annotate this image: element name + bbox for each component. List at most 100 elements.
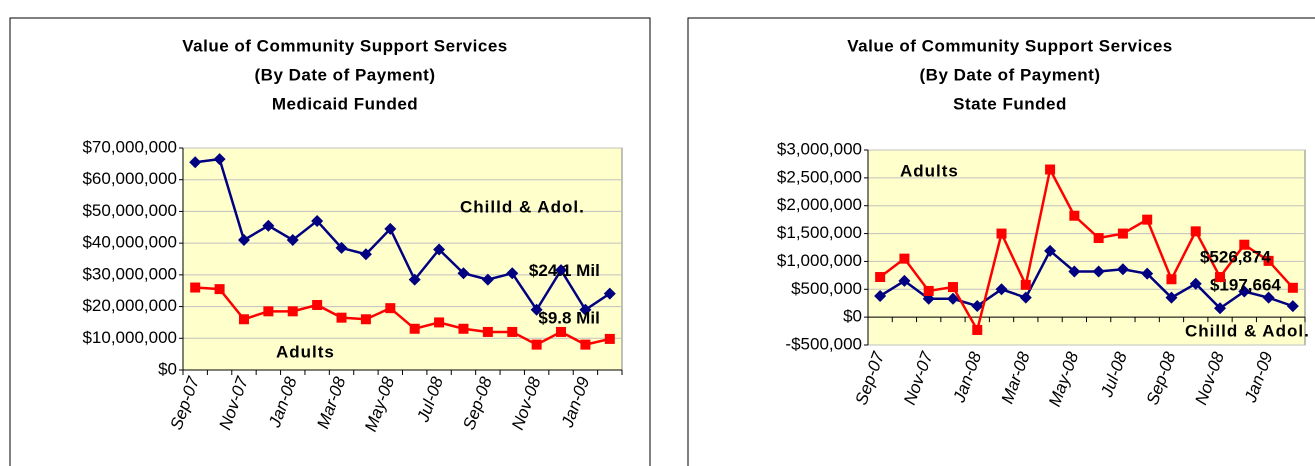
y-tick-label: $2,000,000 (777, 195, 862, 214)
marker (996, 228, 1007, 239)
marker (995, 283, 1008, 296)
marker (555, 264, 568, 277)
marker (385, 303, 396, 314)
y-tick-label: $70,000,000 (82, 137, 177, 156)
marker (1019, 291, 1032, 304)
marker (409, 323, 420, 334)
marker (1045, 164, 1056, 175)
marker (457, 267, 470, 280)
value-label: $197,664 (1210, 276, 1281, 295)
y-tick-label: $50,000,000 (82, 201, 177, 220)
marker (1044, 244, 1057, 257)
marker (530, 303, 543, 316)
marker (433, 243, 446, 256)
y-tick-label: -$500,000 (785, 334, 862, 353)
marker (899, 253, 910, 264)
marker (971, 300, 984, 312)
marker (359, 248, 372, 261)
marker (311, 214, 324, 227)
series-line (195, 157, 611, 313)
marker (972, 324, 983, 335)
chart-title: Value of Community Support Services (847, 36, 1172, 55)
marker (1190, 226, 1201, 237)
marker (190, 282, 201, 293)
marker (1214, 302, 1227, 315)
chart-title: (By Date of Payment) (920, 65, 1101, 84)
marker (898, 274, 911, 287)
marker (507, 326, 518, 337)
plot-area (867, 149, 1306, 346)
marker (947, 282, 958, 293)
marker (604, 333, 615, 344)
y-tick-label: $20,000,000 (82, 296, 177, 315)
marker (189, 156, 202, 169)
y-tick-label: $30,000,000 (82, 264, 177, 283)
y-tick-label: $40,000,000 (82, 233, 177, 252)
marker (262, 219, 275, 232)
marker (579, 303, 592, 316)
marker (214, 284, 225, 295)
marker (263, 306, 274, 317)
value-label: $24.1 Mil (529, 261, 600, 280)
marker (603, 287, 616, 300)
marker (556, 326, 567, 337)
chart-title: Medicaid Funded (272, 94, 418, 113)
y-tick-label: $0 (843, 307, 862, 326)
marker (531, 339, 542, 350)
marker (1092, 265, 1105, 278)
marker (1020, 279, 1031, 290)
marker (1238, 285, 1251, 298)
series-label: Chilld & Adol. (1185, 321, 1310, 340)
y-tick-label: $500,000 (791, 279, 862, 298)
marker (336, 312, 347, 323)
marker (434, 317, 445, 328)
marker (1263, 255, 1274, 266)
marker (946, 292, 959, 305)
marker (923, 285, 934, 296)
marker (408, 273, 421, 286)
y-tick-label: $10,000,000 (82, 328, 177, 347)
marker (1189, 277, 1202, 290)
marker (874, 289, 887, 302)
marker (481, 273, 494, 286)
value-label: $526,874 (1200, 247, 1271, 266)
y-tick-label: $2,500,000 (777, 167, 862, 186)
chart-title: State Funded (953, 94, 1067, 113)
marker (1069, 210, 1080, 221)
marker (1286, 300, 1299, 313)
marker (482, 326, 493, 337)
marker (580, 339, 591, 350)
marker (1068, 265, 1081, 278)
marker (238, 314, 249, 325)
marker (506, 267, 519, 280)
marker (286, 233, 299, 246)
marker (1093, 233, 1104, 244)
marker (1116, 263, 1129, 276)
marker (213, 153, 226, 166)
y-tick-label: $60,000,000 (82, 169, 177, 188)
marker (1142, 214, 1153, 225)
chart-title: (By Date of Payment) (255, 65, 436, 84)
y-tick-label: $1,500,000 (777, 223, 862, 242)
marker (287, 306, 298, 317)
y-tick-label: $0 (158, 359, 177, 378)
marker (312, 299, 323, 310)
series-label: Adults (276, 342, 335, 361)
y-tick-label: $3,000,000 (777, 139, 862, 158)
marker (458, 323, 469, 334)
marker (1165, 291, 1178, 304)
chart-title: Value of Community Support Services (182, 36, 507, 55)
marker (1215, 272, 1226, 283)
marker (1239, 239, 1250, 250)
marker (360, 314, 371, 325)
marker (1141, 267, 1154, 280)
series-label: Adults (900, 161, 959, 180)
value-label: $9.8 Mil (538, 308, 599, 327)
marker (335, 241, 348, 254)
marker (1166, 274, 1177, 285)
marker (237, 233, 250, 246)
marker (384, 222, 397, 235)
marker (875, 272, 886, 283)
y-tick-label: $1,000,000 (777, 251, 862, 270)
